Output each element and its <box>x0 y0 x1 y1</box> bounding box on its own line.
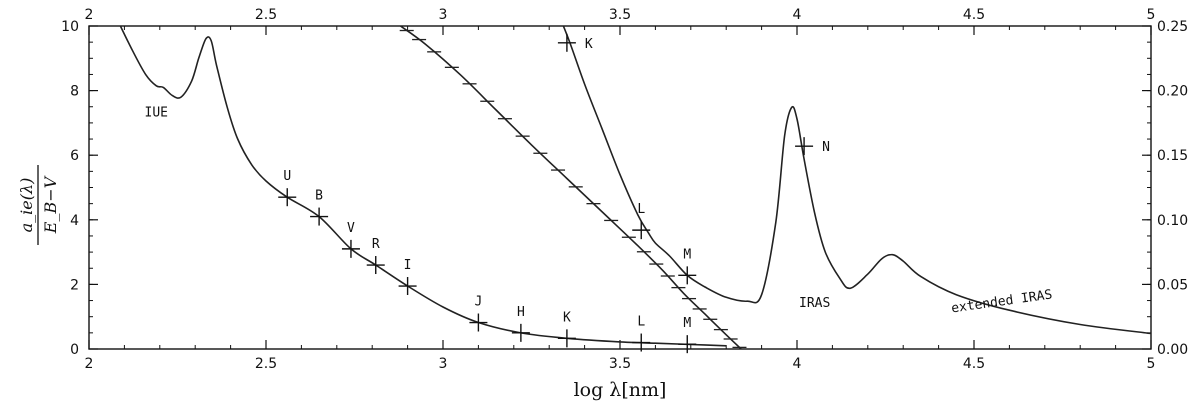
x-tick-label: 5 <box>1147 356 1156 372</box>
y-right-tick-label: 0.05 <box>1157 277 1188 293</box>
marker-label-v: V <box>347 221 355 236</box>
x-tick-label: 2.5 <box>255 356 277 372</box>
marker-label-h: H <box>517 305 525 320</box>
extinction-curve-2 <box>400 26 743 349</box>
annotations: IUE IRAS extended IRAS <box>145 105 1054 316</box>
top-tick-label: 4 <box>793 7 802 23</box>
marker-label-u: U <box>283 169 291 184</box>
marker-label-k: K <box>563 310 571 325</box>
markers: U B V R I J H K L M K L M N <box>278 33 830 354</box>
marker-label-m: M <box>683 247 691 262</box>
y-left-tick-label: 6 <box>70 148 79 164</box>
axis-tick-labels: 222.52.5333.53.5444.54.55502468100.000.0… <box>61 7 1188 372</box>
x-tick-label: 4.5 <box>963 356 985 372</box>
y-axis-label-denominator: E_B−V <box>41 175 60 234</box>
marker-label-b: B <box>315 189 323 204</box>
x-tick-label: 2 <box>85 356 94 372</box>
y-right-tick-label: 0.15 <box>1157 148 1188 164</box>
y-left-tick-label: 4 <box>70 213 79 229</box>
annotation-1: IRAS <box>799 296 830 311</box>
marker-label-r: R <box>372 237 380 252</box>
axis-ticks <box>88 25 1152 350</box>
extinction-curve-3 <box>562 26 1151 335</box>
x-tick-label: 3 <box>439 356 448 372</box>
y-axis-label-numerator: a_ie(λ) <box>17 178 36 233</box>
top-tick-label: 2 <box>85 7 94 23</box>
top-tick-label: 2.5 <box>255 7 277 23</box>
top-tick-label: 4.5 <box>963 7 985 23</box>
y-left-tick-label: 2 <box>70 277 79 293</box>
top-tick-label: 3.5 <box>609 7 631 23</box>
y-right-tick-label: 0.10 <box>1157 213 1188 229</box>
marker-label-l: L <box>637 202 645 217</box>
y-left-tick-label: 10 <box>61 19 79 35</box>
marker-label-i: I <box>404 258 412 273</box>
x-tick-label: 4 <box>793 356 802 372</box>
top-tick-label: 3 <box>439 7 448 23</box>
top-tick-label: 5 <box>1147 7 1156 23</box>
marker-label-l: L <box>637 315 645 330</box>
marker-label-m: M <box>683 316 691 331</box>
y-axis-title: a_ie(λ) E_B−V <box>17 165 60 245</box>
x-tick-label: 3.5 <box>609 356 631 372</box>
marker-label-k: K <box>585 37 593 52</box>
y-left-tick-label: 0 <box>70 342 79 358</box>
extinction-curve-1 <box>119 26 727 347</box>
curves <box>119 26 1151 349</box>
y-right-tick-label: 0.20 <box>1157 84 1188 100</box>
y-right-tick-label: 0.25 <box>1157 19 1188 35</box>
annotation-2: extended IRAS <box>950 287 1053 316</box>
y-right-tick-label: 0.00 <box>1157 342 1188 358</box>
annotation-0: IUE <box>145 105 168 120</box>
marker-label-j: J <box>474 295 482 310</box>
marker-label-n: N <box>822 140 830 155</box>
y-left-tick-label: 8 <box>70 84 79 100</box>
x-axis-title: log λ[nm] <box>574 379 667 401</box>
